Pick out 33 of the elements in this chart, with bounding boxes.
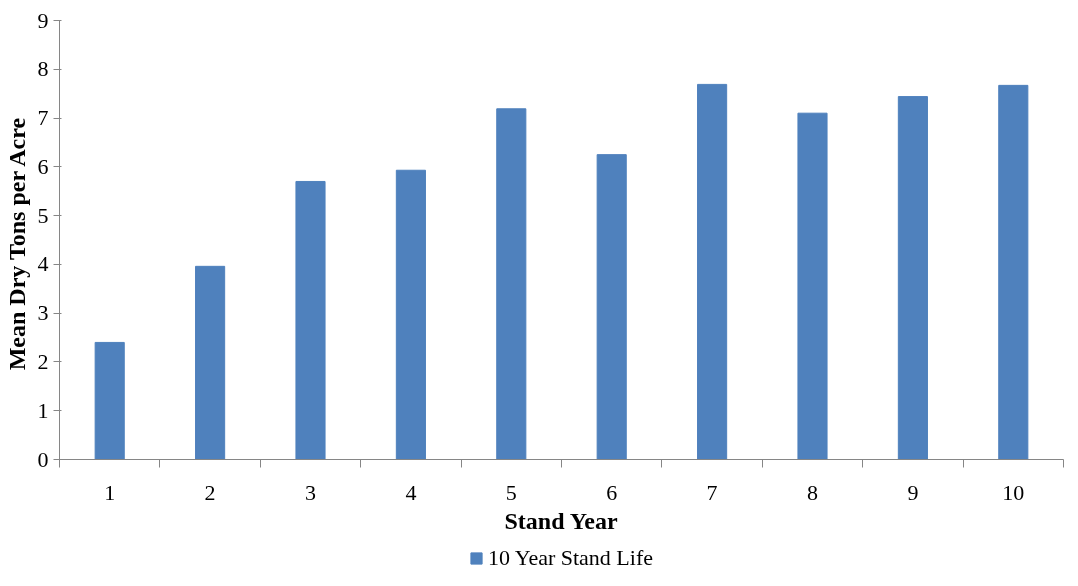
x-tick-label: 7 <box>706 479 718 505</box>
bar <box>496 108 527 460</box>
bar <box>94 341 125 460</box>
x-tick-label: 10 <box>1002 479 1025 505</box>
x-tick-label: 5 <box>505 479 517 505</box>
y-tick-label: 0 <box>37 446 49 472</box>
x-tick-label: 4 <box>405 479 417 505</box>
x-tick-label: 8 <box>807 479 818 505</box>
bar <box>998 84 1029 460</box>
bar <box>195 265 226 460</box>
y-tick-label: 1 <box>37 397 49 423</box>
x-axis-title: Stand Year <box>504 507 618 534</box>
y-tick-label: 3 <box>37 300 49 326</box>
y-tick-label: 7 <box>37 105 49 131</box>
y-tick-label: 5 <box>37 202 49 228</box>
y-tick-label: 2 <box>37 348 49 374</box>
bar <box>395 169 426 460</box>
x-tick-label: 6 <box>606 479 618 505</box>
bar <box>295 180 326 460</box>
y-tick-label: 6 <box>37 153 49 179</box>
y-tick-label: 4 <box>37 251 49 277</box>
y-tick-label: 8 <box>37 56 49 82</box>
x-tick-label: 2 <box>204 479 216 505</box>
x-tick-label: 9 <box>907 479 919 505</box>
bar <box>797 112 828 460</box>
x-tick-label: 1 <box>104 479 116 505</box>
bar <box>697 83 728 460</box>
bar <box>596 154 627 460</box>
y-tick-label: 9 <box>37 7 49 33</box>
y-axis-title: Mean Dry Tons per Acre <box>3 117 30 371</box>
legend-label: 10 Year Stand Life <box>488 545 653 571</box>
x-tick-label: 3 <box>305 479 316 505</box>
bar <box>897 96 928 460</box>
